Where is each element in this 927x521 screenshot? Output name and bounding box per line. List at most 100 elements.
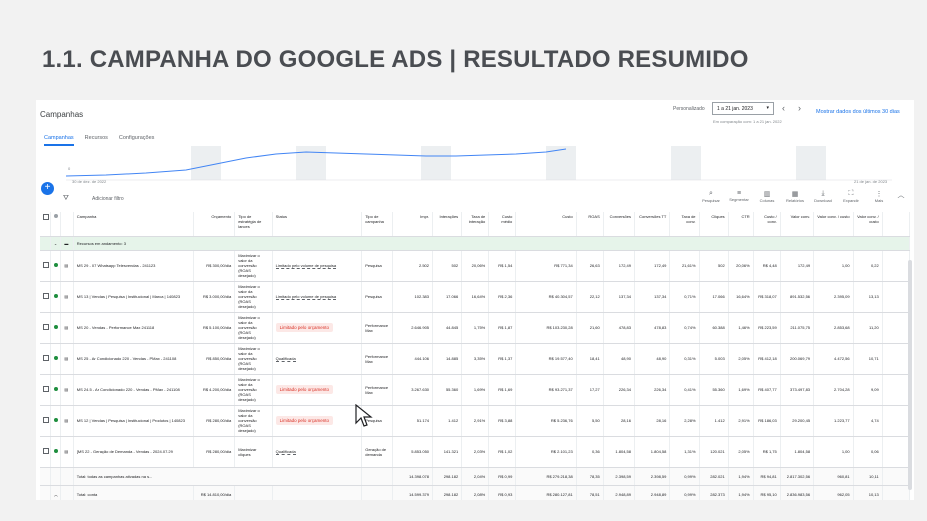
add-filter-link[interactable]: Adicionar filtro bbox=[92, 196, 124, 202]
removed-group-row[interactable]: ⌄ ▬ Recursos em andamento: 3 bbox=[40, 236, 911, 251]
type-icon-header bbox=[60, 212, 74, 237]
segment-button[interactable]: ≡ Segmentar bbox=[728, 190, 750, 202]
table-row[interactable]: ▤ [MS 22 - Geração de Demanda - Vendas - … bbox=[40, 436, 911, 468]
more-label: Mais bbox=[874, 198, 884, 203]
campaign-budget[interactable]: R$ 3.000,00/dia bbox=[193, 281, 236, 313]
row-select-cell[interactable] bbox=[40, 374, 51, 406]
row-checkbox[interactable] bbox=[43, 386, 49, 392]
campaign-strategy[interactable]: Maximizar o valor da conversão (ROAS des… bbox=[234, 343, 273, 375]
column-header-avg-cost[interactable]: Custo médio bbox=[488, 212, 517, 237]
tab-resources[interactable]: Recursos bbox=[84, 135, 108, 141]
column-header-status[interactable]: Status bbox=[272, 212, 363, 237]
column-header-cost-per-conv[interactable]: Custo / conv. bbox=[753, 212, 781, 237]
campaign-strategy[interactable]: Maximizar o valor da conversão (ROAS des… bbox=[234, 281, 273, 313]
column-header-campaign[interactable]: Campanha bbox=[73, 212, 194, 237]
search-button[interactable]: ⌕ Pesquisar bbox=[700, 190, 722, 203]
row-select-cell[interactable] bbox=[40, 250, 51, 282]
column-header-conv-value-cost-1[interactable]: Valor conv. / custo bbox=[813, 212, 854, 237]
total-account-spacer bbox=[272, 485, 363, 500]
row-select-cell[interactable] bbox=[40, 436, 51, 468]
campaign-name-link[interactable]: MS 13 | Vendas | Pesquisa | Instituciona… bbox=[73, 281, 194, 313]
metric-roas: 0,36 bbox=[576, 436, 604, 468]
table-row[interactable]: ▤ MS 25 - Ar Condicionado 220 - Vendas - … bbox=[40, 343, 911, 375]
column-header-conversions[interactable]: Conversões bbox=[603, 212, 635, 237]
metric-impr: 51.174 bbox=[392, 405, 434, 437]
row-checkbox[interactable] bbox=[43, 324, 49, 330]
column-header-roas[interactable]: ROAS bbox=[576, 212, 604, 237]
row-select-cell[interactable] bbox=[40, 405, 51, 437]
metric-inter: 14.885 bbox=[432, 343, 463, 375]
table-row[interactable]: ▤ MS 20 - Vendas - Performance Max 241118… bbox=[40, 312, 911, 344]
campaign-name-link[interactable]: MS 20 - Vendas - Performance Max 241118 bbox=[73, 312, 194, 344]
column-header-strategy[interactable]: Tipo de estratégia de lances bbox=[234, 212, 273, 237]
cursor-shape bbox=[355, 404, 373, 427]
column-header-clicks[interactable]: Cliques bbox=[699, 212, 729, 237]
campaign-name-link[interactable]: MS 12 | Vendas | Pesquisa | Instituciona… bbox=[73, 405, 194, 437]
column-header-cost[interactable]: Custo bbox=[515, 212, 577, 237]
campaign-budget[interactable]: R$ 280,00/dia bbox=[193, 405, 236, 437]
date-range-select[interactable]: 1 a 21 jan. 2023 ▾ bbox=[712, 102, 774, 115]
campaign-budget[interactable]: R$ 850,00/dia bbox=[193, 343, 236, 375]
row-select-cell[interactable] bbox=[40, 312, 51, 344]
add-campaign-button[interactable]: + bbox=[41, 182, 54, 195]
campaign-name-link[interactable]: [MS 22 - Geração de Demanda - Vendas - 2… bbox=[73, 436, 194, 468]
collapse-button[interactable]: ︿ bbox=[896, 190, 906, 200]
select-all-cell[interactable] bbox=[40, 212, 51, 237]
download-button[interactable]: ⤓ Download bbox=[812, 190, 834, 203]
campaign-name-link[interactable]: MS 29 - 07 Whatsapp Telesvendas - 241123 bbox=[73, 250, 194, 282]
show-last-30-days-link[interactable]: Mostrar dados dos últimos 30 dias bbox=[816, 109, 900, 115]
row-checkbox[interactable] bbox=[43, 355, 49, 361]
column-header-conversions-tt[interactable]: Conversões TT bbox=[634, 212, 671, 237]
column-header-interaction-rate[interactable]: Taxa de interação bbox=[461, 212, 490, 237]
vertical-scrollbar[interactable] bbox=[908, 260, 912, 490]
column-header-campaign-type[interactable]: Tipo de campanha bbox=[361, 212, 394, 237]
table-row[interactable]: ▤ MS 13 | Vendas | Pesquisa | Institucion… bbox=[40, 281, 911, 313]
select-all-checkbox[interactable] bbox=[43, 214, 49, 220]
reports-button[interactable]: ▦ Relatórios bbox=[784, 190, 806, 203]
column-header-ctr[interactable]: CTR bbox=[728, 212, 754, 237]
tab-settings[interactable]: Configurações bbox=[118, 135, 155, 141]
campaign-strategy[interactable]: Maximizar cliques bbox=[234, 436, 273, 468]
column-header-budget[interactable]: Orçamento bbox=[193, 212, 236, 237]
row-checkbox[interactable] bbox=[43, 293, 49, 299]
tab-campaigns[interactable]: Campanhas bbox=[44, 135, 74, 146]
campaign-budget[interactable]: R$ 300,00/dia bbox=[193, 250, 236, 282]
metric-taxa: 1,75% bbox=[461, 312, 490, 344]
row-select-cell[interactable] bbox=[40, 343, 51, 375]
filter-icon[interactable]: ⛛ bbox=[63, 195, 69, 202]
total-conv-value-cost-1: 960,81 bbox=[813, 467, 854, 486]
expand-button[interactable]: ⛶ Expandir bbox=[840, 190, 862, 203]
campaign-budget[interactable]: R$ 4.200,00/dia bbox=[193, 374, 236, 406]
column-header-conv-rate[interactable]: Taxa de conv. bbox=[669, 212, 700, 237]
column-header-conv-value-cost-2[interactable]: Valor conv. / custo bbox=[853, 212, 883, 237]
total-account-spacer bbox=[361, 485, 394, 500]
row-checkbox[interactable] bbox=[43, 262, 49, 268]
campaign-budget[interactable]: R$ 5.100,00/dia bbox=[193, 312, 236, 344]
campaign-name-link[interactable]: MS 24.5 - Ar Condicionado 220 - Vendas -… bbox=[73, 374, 194, 406]
table-row[interactable]: ▤ MS 29 - 07 Whatsapp Telesvendas - 24112… bbox=[40, 250, 911, 282]
column-header-impressions[interactable]: Impr. bbox=[392, 212, 434, 237]
table-row[interactable]: ▤ MS 24.5 - Ar Condicionado 220 - Vendas … bbox=[40, 374, 911, 406]
table-row[interactable]: ▤ MS 12 | Vendas | Pesquisa | Institucion… bbox=[40, 405, 911, 437]
reports-icon: ▦ bbox=[791, 191, 799, 198]
row-select-cell[interactable] bbox=[40, 281, 51, 313]
chart-y-zero: 0 bbox=[68, 166, 71, 171]
chevron-right-icon[interactable]: › bbox=[798, 103, 801, 113]
metric-taxaconv: 0,71% bbox=[669, 281, 700, 313]
more-button[interactable]: ⋮ Mais bbox=[868, 190, 890, 203]
columns-button[interactable]: ▥ Colunas bbox=[756, 190, 778, 203]
chevron-left-icon[interactable]: ‹ bbox=[782, 103, 785, 113]
row-checkbox[interactable] bbox=[43, 417, 49, 423]
campaign-strategy[interactable]: Maximizar o valor da conversão (ROAS des… bbox=[234, 250, 273, 282]
chart-x-end: 21 de jan. de 2023 bbox=[854, 179, 888, 184]
campaign-name-link[interactable]: MS 25 - Ar Condicionado 220 - Vendas - P… bbox=[73, 343, 194, 375]
row-checkbox[interactable] bbox=[43, 448, 49, 454]
campaign-strategy[interactable]: Maximizar o valor da conversão (ROAS des… bbox=[234, 374, 273, 406]
column-header-conv-value[interactable]: Valor conv. bbox=[780, 212, 815, 237]
collapse-totals-icon[interactable]: ︿ bbox=[50, 485, 62, 500]
campaign-budget[interactable]: R$ 280,00/dia bbox=[193, 436, 236, 468]
column-header-interactions[interactable]: Interações bbox=[432, 212, 463, 237]
expand-chevron-icon[interactable]: ⌄ bbox=[50, 236, 62, 251]
campaign-strategy[interactable]: Maximizar o valor da conversão (ROAS des… bbox=[234, 312, 273, 344]
campaign-strategy[interactable]: Maximizar o valor da conversão (ROAS des… bbox=[234, 405, 273, 437]
